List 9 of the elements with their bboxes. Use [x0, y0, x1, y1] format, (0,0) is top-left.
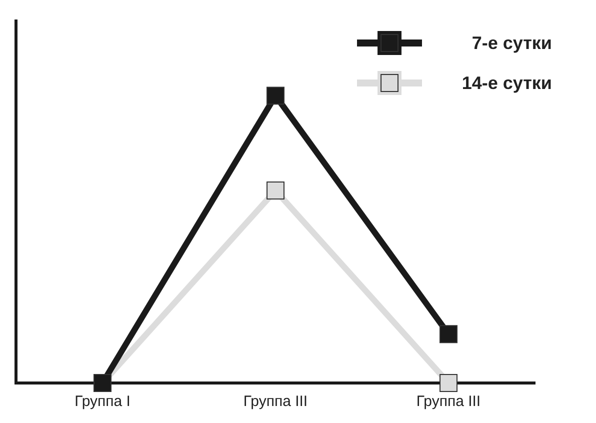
x-tick-label: Группа I	[74, 393, 130, 410]
point	[266, 86, 284, 105]
legend-label: 14-е сутки	[462, 72, 552, 93]
text: 7-е сутки	[472, 32, 552, 53]
point	[440, 374, 458, 392]
x-tick-label: Группа III	[416, 393, 481, 410]
x-tick-label: Группа III	[243, 393, 308, 410]
point	[440, 325, 458, 344]
point	[266, 182, 284, 200]
